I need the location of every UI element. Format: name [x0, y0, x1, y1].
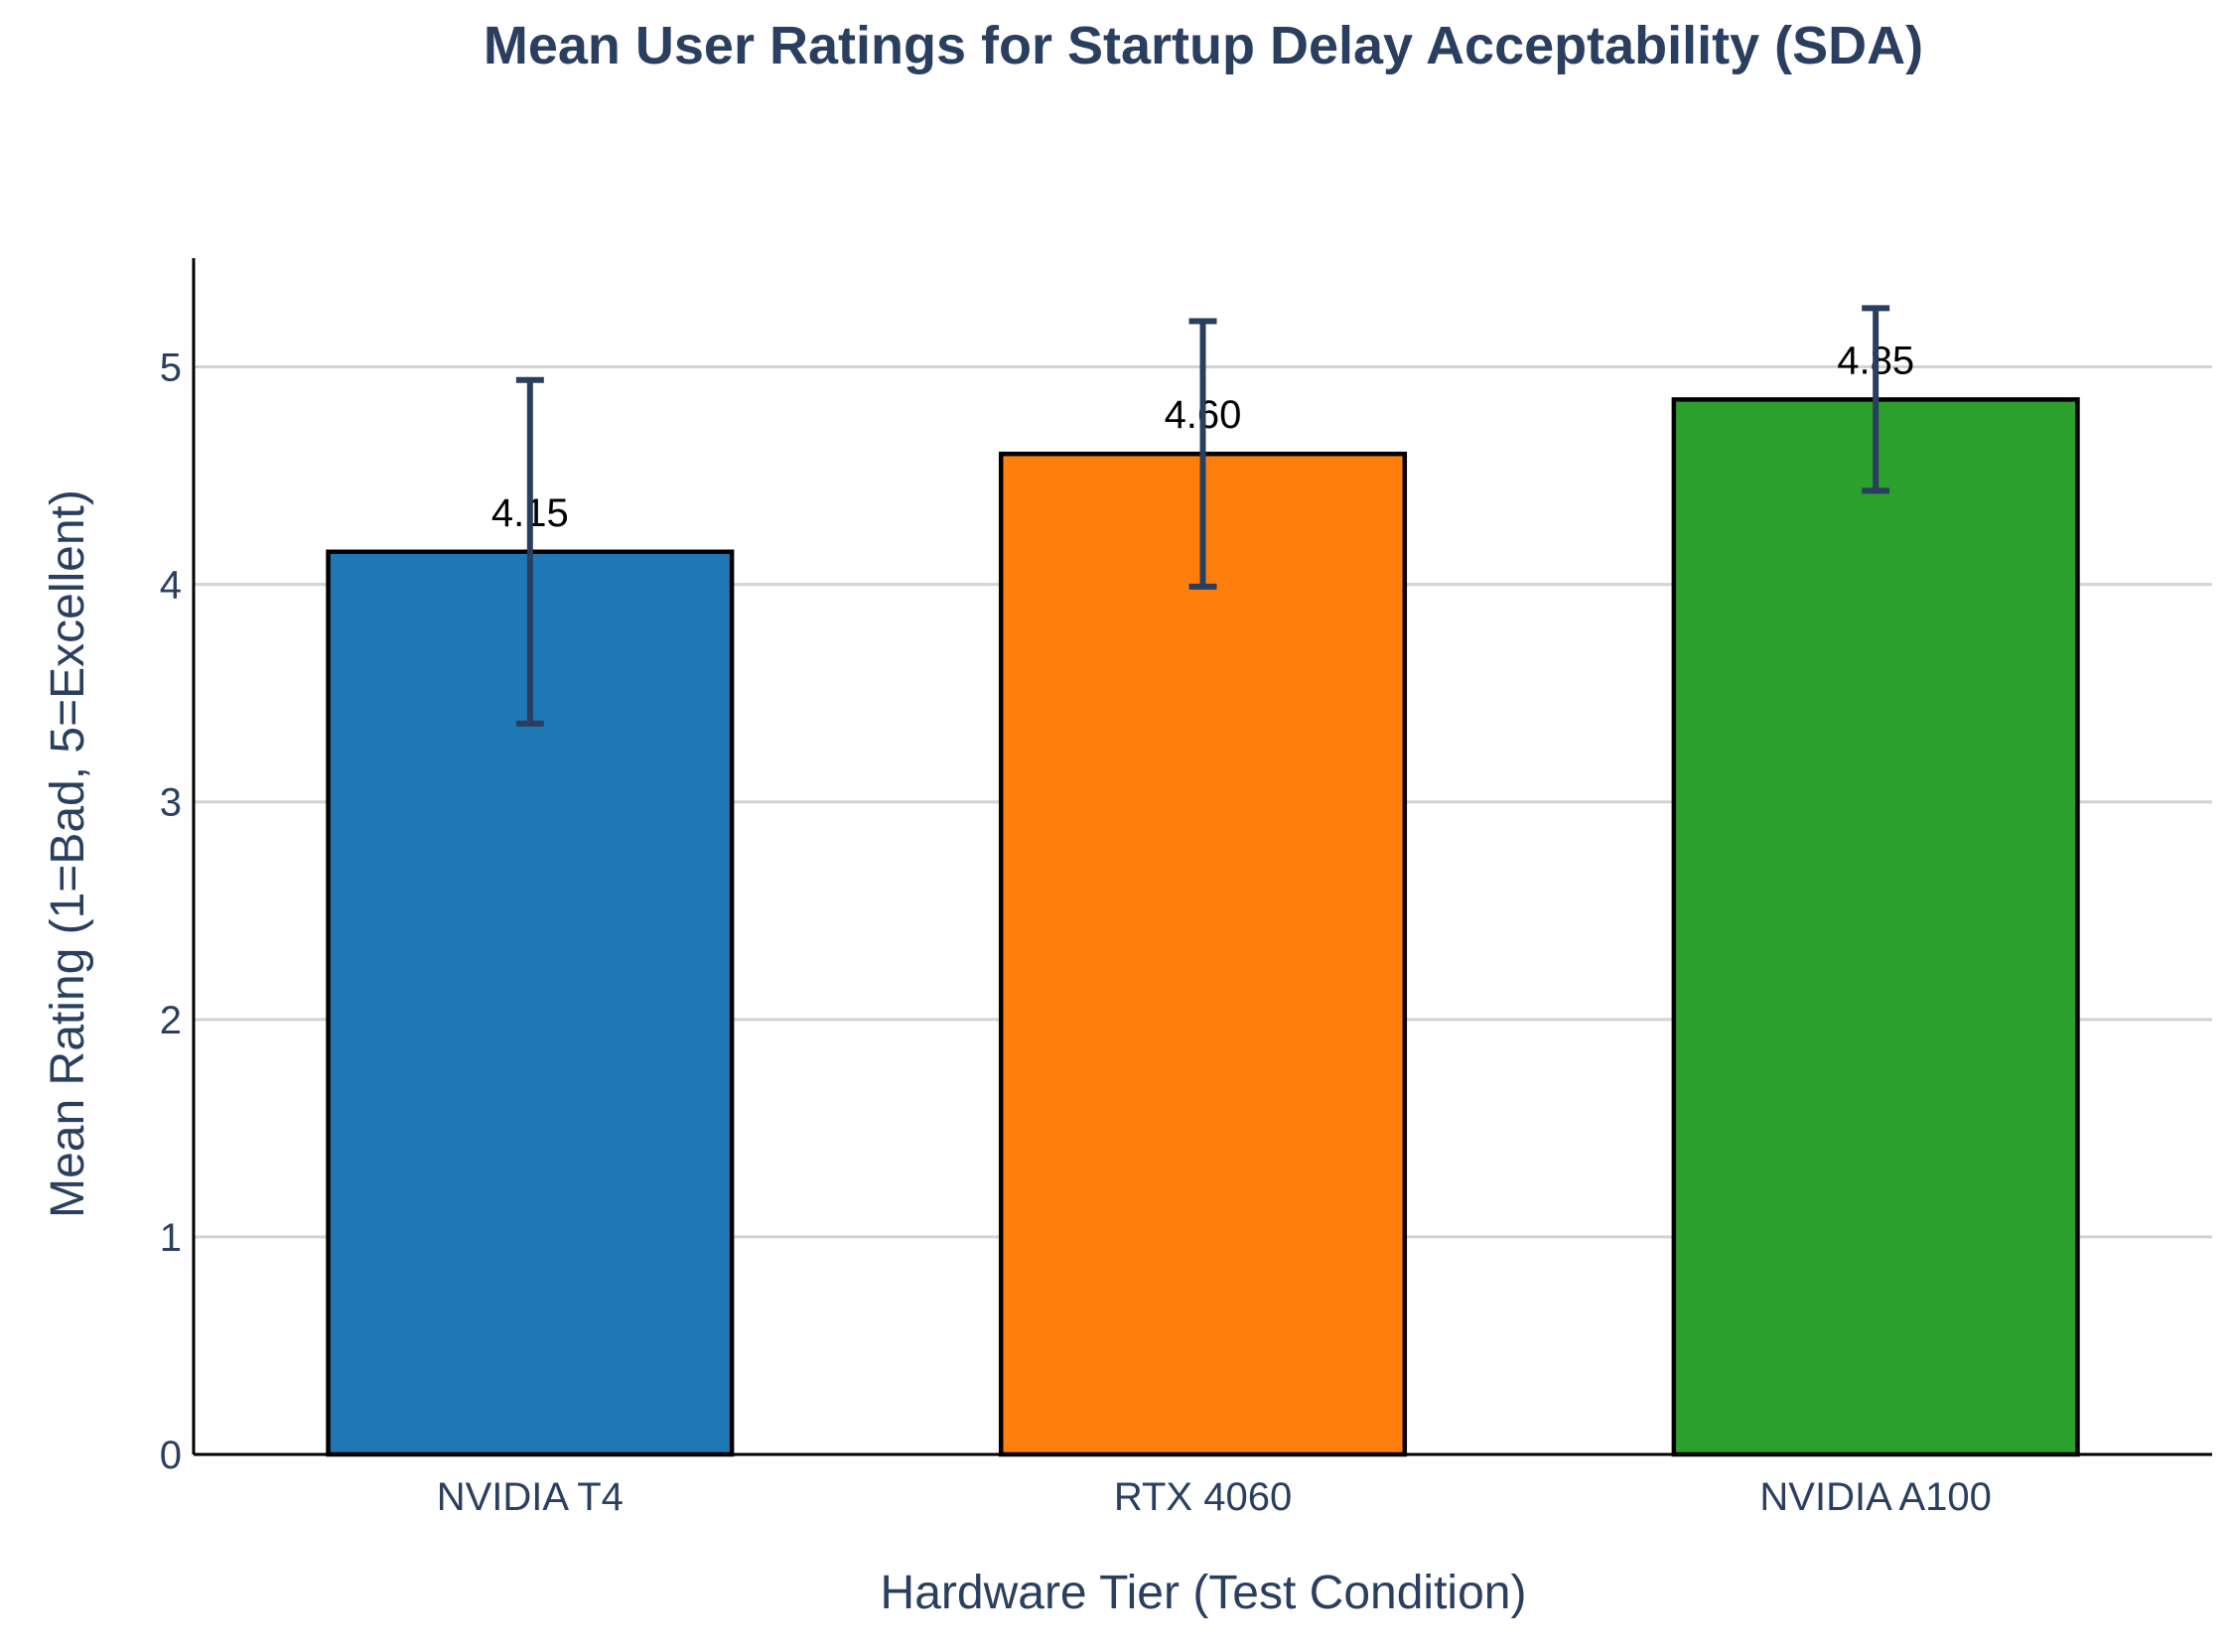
- y-tick-label: 3: [160, 781, 182, 825]
- x-tick-label: NVIDIA A100: [1759, 1475, 1991, 1519]
- y-tick-label: 2: [160, 999, 182, 1042]
- bar-nvidia-a100: [1671, 397, 2080, 1457]
- error-bar: [515, 376, 544, 727]
- bars: [326, 397, 2080, 1457]
- error-bars: [515, 305, 1890, 727]
- x-axis-label: Hardware Tier (Test Condition): [881, 1567, 1527, 1619]
- y-tick-label: 0: [160, 1434, 182, 1477]
- error-bar: [1862, 305, 1890, 494]
- error-bar: [1188, 318, 1217, 590]
- bar-rtx-4060: [998, 451, 1408, 1457]
- y-tick-label: 4: [160, 564, 182, 608]
- x-tick-label: RTX 4060: [1114, 1475, 1292, 1519]
- y-tick-label: 5: [160, 346, 182, 390]
- y-tick-label: 1: [160, 1216, 182, 1260]
- tick-labels: 0 1 2 3 4 5 NVIDIA T4 RTX 4060 NVIDIA A100: [160, 346, 1992, 1519]
- axes: [192, 258, 2212, 1456]
- x-tick-label: NVIDIA T4: [437, 1475, 624, 1519]
- chart-title: Mean User Ratings for Startup Delay Acce…: [484, 16, 1923, 75]
- y-axis-label: Mean Rating (1=Bad, 5=Excellent): [42, 489, 94, 1218]
